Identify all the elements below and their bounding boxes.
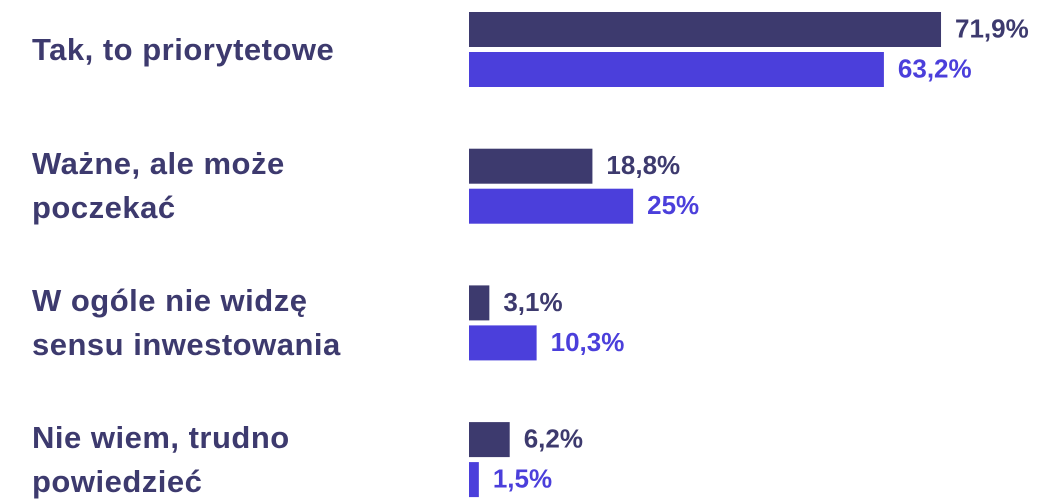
category-label: Nie wiem, trudno powiedzieć <box>32 419 290 499</box>
bar <box>469 422 510 458</box>
category-label: Ważne, ale może poczekać <box>32 146 285 226</box>
value-label: 3,1% <box>503 287 562 317</box>
bar <box>469 325 537 361</box>
bar <box>469 12 942 47</box>
value-label: 63,2% <box>898 53 972 83</box>
value-label: 25% <box>647 190 699 220</box>
bar <box>469 52 884 87</box>
category-label: Tak, to priorytetowe <box>32 31 335 67</box>
value-label: 18,8% <box>606 150 680 180</box>
value-label: 71,9% <box>955 13 1029 43</box>
value-label: 10,3% <box>551 327 625 357</box>
bar <box>469 462 479 498</box>
value-label: 1,5% <box>493 463 552 493</box>
value-label: 6,2% <box>524 423 583 453</box>
bar <box>469 285 490 321</box>
bar <box>469 188 634 224</box>
category-label: W ogóle nie widzę sensu inwestowania <box>32 282 341 362</box>
bar <box>469 148 593 184</box>
